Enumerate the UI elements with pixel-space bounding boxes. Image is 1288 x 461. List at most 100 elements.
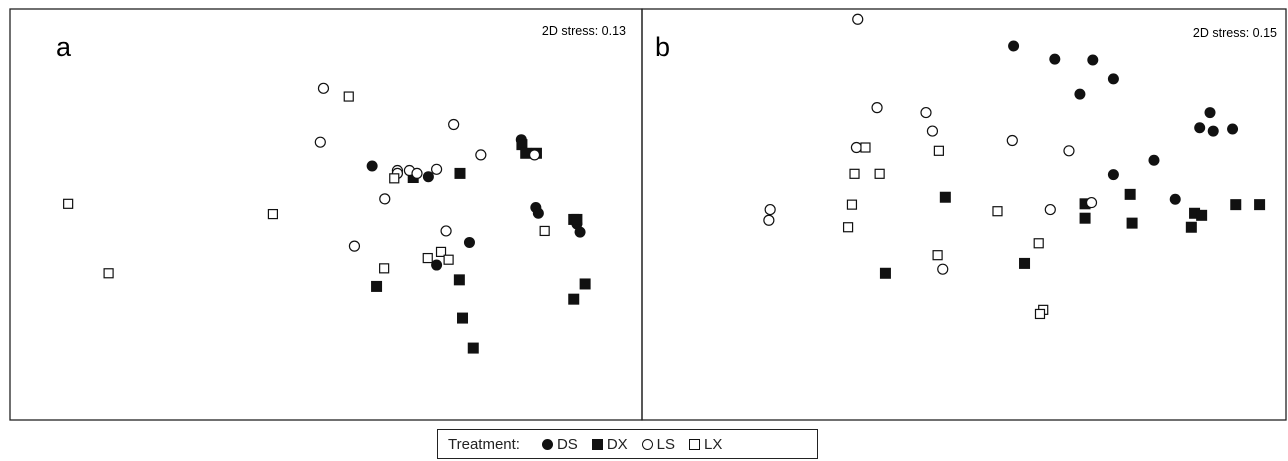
data-point-dx bbox=[1019, 258, 1030, 269]
data-point-dx bbox=[1186, 222, 1197, 233]
legend-label-lx: LX bbox=[704, 436, 722, 453]
open-circle-icon bbox=[642, 439, 653, 450]
legend-title: Treatment: bbox=[448, 436, 520, 453]
data-point-ls bbox=[349, 241, 359, 251]
data-point-lx bbox=[847, 200, 856, 209]
data-point-ds bbox=[1194, 122, 1205, 133]
data-point-ls bbox=[764, 215, 774, 225]
data-point-dx bbox=[468, 343, 479, 354]
data-point-dx bbox=[1230, 199, 1241, 210]
data-point-lx bbox=[344, 92, 353, 101]
data-point-ls bbox=[315, 137, 325, 147]
data-point-ds bbox=[1170, 194, 1181, 205]
legend-label-ds: DS bbox=[557, 436, 578, 453]
data-point-ls bbox=[1045, 205, 1055, 215]
data-point-ds bbox=[575, 227, 586, 238]
data-point-ls bbox=[851, 143, 861, 153]
data-point-ls bbox=[380, 194, 390, 204]
legend-label-dx: DX bbox=[607, 436, 628, 453]
data-point-lx bbox=[1035, 309, 1044, 318]
data-point-ls bbox=[432, 164, 442, 174]
data-point-lx bbox=[64, 199, 73, 208]
data-point-ls bbox=[441, 226, 451, 236]
open-square-icon bbox=[689, 439, 700, 450]
legend-label-ls: LS bbox=[657, 436, 675, 453]
data-point-lx bbox=[268, 210, 277, 219]
data-point-ds bbox=[1205, 107, 1216, 118]
panel-a-stress-annotation: 2D stress: 0.13 bbox=[542, 24, 626, 38]
data-point-ds bbox=[1148, 155, 1159, 166]
data-point-ls bbox=[853, 14, 863, 24]
data-point-ds bbox=[1108, 73, 1119, 84]
data-point-dx bbox=[940, 192, 951, 203]
data-point-ls bbox=[1064, 146, 1074, 156]
data-point-dx bbox=[371, 281, 382, 292]
data-point-ds bbox=[1108, 169, 1119, 180]
treatment-legend: Treatment: DS DX LS LX bbox=[437, 429, 818, 459]
data-point-dx bbox=[580, 278, 591, 289]
data-point-ls bbox=[412, 168, 422, 178]
data-point-ls bbox=[1007, 136, 1017, 146]
data-point-lx bbox=[861, 143, 870, 152]
data-point-ls bbox=[318, 83, 328, 93]
data-point-lx bbox=[993, 207, 1002, 216]
data-point-lx bbox=[844, 223, 853, 232]
data-point-lx bbox=[934, 146, 943, 155]
data-point-lx bbox=[933, 251, 942, 260]
data-point-ls bbox=[921, 108, 931, 118]
data-point-lx bbox=[104, 269, 113, 278]
data-point-ls bbox=[872, 103, 882, 113]
data-point-ds bbox=[1008, 40, 1019, 51]
data-point-ls bbox=[449, 119, 459, 129]
data-point-dx bbox=[454, 168, 465, 179]
data-point-ds bbox=[1208, 126, 1219, 137]
data-point-dx bbox=[880, 268, 891, 279]
data-point-dx bbox=[1196, 210, 1207, 221]
data-point-lx bbox=[423, 254, 432, 263]
data-point-lx bbox=[850, 169, 859, 178]
data-point-ds bbox=[1074, 89, 1085, 100]
data-point-lx bbox=[1034, 239, 1043, 248]
data-point-lx bbox=[540, 226, 549, 235]
panel-a-label: a bbox=[56, 32, 72, 62]
data-point-ls bbox=[938, 264, 948, 274]
panel-b: b 2D stress: 0.15 bbox=[642, 9, 1286, 420]
data-point-ds bbox=[1049, 54, 1060, 65]
filled-square-icon bbox=[592, 439, 603, 450]
data-point-dx bbox=[1254, 199, 1265, 210]
legend-item-ds: DS bbox=[542, 436, 578, 453]
data-point-ds bbox=[1227, 124, 1238, 135]
data-point-ls bbox=[765, 205, 775, 215]
data-point-dx bbox=[1080, 213, 1091, 224]
panel-b-stress-annotation: 2D stress: 0.15 bbox=[1193, 26, 1277, 40]
legend-item-lx: LX bbox=[689, 436, 722, 453]
data-point-dx bbox=[568, 294, 579, 305]
data-point-lx bbox=[444, 255, 453, 264]
filled-circle-icon bbox=[542, 439, 553, 450]
data-point-ls bbox=[530, 150, 540, 160]
legend-item-ls: LS bbox=[642, 436, 675, 453]
data-point-ls bbox=[927, 126, 937, 136]
data-point-lx bbox=[875, 169, 884, 178]
panel-b-points bbox=[764, 14, 1265, 318]
panel-b-label: b bbox=[655, 32, 670, 62]
data-point-ls bbox=[476, 150, 486, 160]
data-point-ds bbox=[533, 208, 544, 219]
legend-item-dx: DX bbox=[592, 436, 628, 453]
data-point-lx bbox=[380, 264, 389, 273]
data-point-ds bbox=[423, 171, 434, 182]
data-point-ds bbox=[1087, 54, 1098, 65]
data-point-dx bbox=[454, 274, 465, 285]
data-point-lx bbox=[390, 174, 399, 183]
data-point-ds bbox=[464, 237, 475, 248]
data-point-ds bbox=[367, 161, 378, 172]
panel-a: a 2D stress: 0.13 bbox=[10, 9, 642, 420]
data-point-dx bbox=[1125, 189, 1136, 200]
data-point-dx bbox=[571, 214, 582, 225]
data-point-dx bbox=[1127, 218, 1138, 229]
panel-a-points bbox=[64, 83, 591, 353]
panel-a-frame bbox=[10, 9, 642, 420]
data-point-ls bbox=[1087, 198, 1097, 208]
data-point-dx bbox=[457, 313, 468, 324]
